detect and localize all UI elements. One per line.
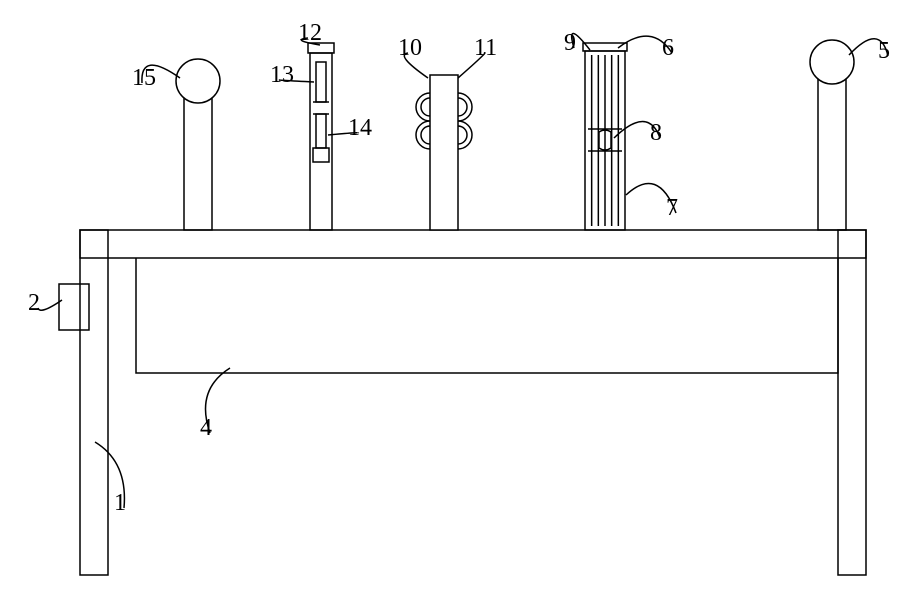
callout-label-12: 12 <box>298 20 322 47</box>
shelf <box>136 258 838 373</box>
callout-label-11: 11 <box>474 35 497 62</box>
left-ball <box>176 59 220 103</box>
callout-label-9: 9 <box>564 30 576 57</box>
right-ball <box>810 40 854 84</box>
slim-post-a-inner-bot <box>316 114 326 148</box>
right-leg <box>838 230 866 575</box>
callout-label-2: 2 <box>28 290 40 317</box>
left-ball-post <box>184 84 212 230</box>
roller-2 <box>416 121 430 149</box>
roller-0 <box>416 93 430 121</box>
callout-label-6: 6 <box>662 35 674 62</box>
slim-post-a-small-box <box>313 148 329 162</box>
leader-lines-group <box>38 33 888 508</box>
callout-label-15: 15 <box>132 65 156 92</box>
callout-label-5: 5 <box>878 38 890 65</box>
double-roller-post <box>430 75 458 230</box>
roller-1 <box>458 93 472 121</box>
left-leg <box>80 230 108 575</box>
callout-label-14: 14 <box>348 115 372 142</box>
control-box <box>59 284 89 330</box>
shapes-group <box>59 40 866 575</box>
callout-label-4: 4 <box>200 415 212 442</box>
callout-label-7: 7 <box>666 195 678 222</box>
callout-label-1: 1 <box>114 490 126 517</box>
slim-post-a-inner-top <box>316 62 326 102</box>
slim-post-a <box>310 53 332 230</box>
callout-label-10: 10 <box>398 35 422 62</box>
roller-3 <box>458 121 472 149</box>
callout-label-13: 13 <box>270 62 294 89</box>
right-ball-post <box>818 65 846 230</box>
top-beam <box>80 230 866 258</box>
callout-label-8: 8 <box>650 120 662 147</box>
